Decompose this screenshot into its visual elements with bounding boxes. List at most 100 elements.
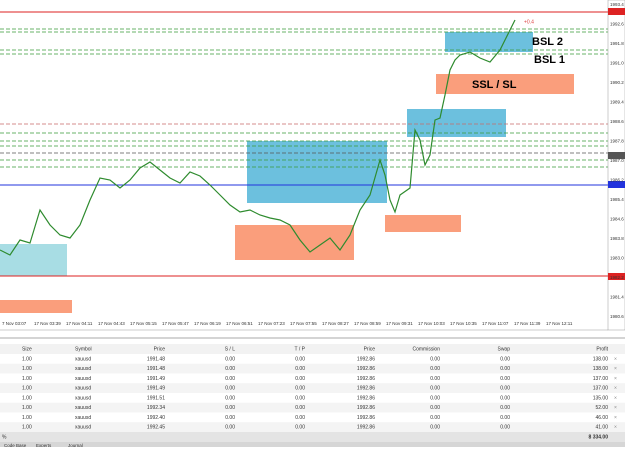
zone	[235, 225, 354, 260]
cell: xauusd	[75, 405, 91, 411]
cell: 0.00	[500, 386, 510, 392]
cell: 0.00	[225, 395, 235, 401]
time-label: 17 Nov 11:39	[514, 321, 541, 326]
cell: 0.00	[500, 366, 510, 372]
time-label: 17 Nov 05:47	[162, 321, 189, 326]
cell: 0.00	[430, 376, 440, 382]
price-label: 1981.4	[610, 295, 624, 300]
row-bg	[0, 422, 625, 432]
annotation: BSL 1	[534, 54, 565, 66]
zone	[0, 300, 72, 313]
cell: 1.00	[22, 386, 32, 392]
column-header: Price	[154, 346, 166, 352]
annotation: SSL / SL	[472, 79, 517, 91]
row-bg	[0, 363, 625, 374]
price-label: 1991.8	[610, 41, 624, 46]
close-button[interactable]: ×	[614, 386, 617, 392]
tab[interactable]: Code Base	[4, 443, 27, 448]
cell: 0.00	[295, 376, 305, 382]
cell: 41.00	[595, 425, 608, 431]
cell: 0.00	[225, 366, 235, 372]
cell: xauusd	[75, 376, 91, 382]
close-button[interactable]: ×	[614, 425, 617, 431]
cell: 0.00	[295, 395, 305, 401]
price-label: 1993.4	[610, 2, 624, 7]
time-label: 17 Nov 07:55	[290, 321, 317, 326]
cell: 0.00	[430, 415, 440, 421]
close-button[interactable]: ×	[614, 376, 617, 382]
zone	[0, 244, 67, 276]
cell: 1991.49	[147, 376, 165, 382]
price-label: 1983.0	[610, 256, 624, 261]
tab[interactable]: Experts	[36, 443, 52, 448]
cell: 52.00	[595, 405, 608, 411]
cell: xauusd	[75, 395, 91, 401]
cell: 0.00	[500, 415, 510, 421]
cell: 1991.49	[147, 386, 165, 392]
cell: 0.00	[500, 356, 510, 362]
cell: 0.00	[225, 415, 235, 421]
cell: 0.00	[295, 356, 305, 362]
column-header: S / L	[225, 346, 236, 352]
cell: 0.00	[225, 376, 235, 382]
close-button[interactable]: ×	[614, 366, 617, 372]
time-label: 17 Nov 03:39	[34, 321, 61, 326]
price-label: 1988.6	[610, 119, 624, 124]
cell: 0.00	[295, 386, 305, 392]
tab[interactable]: Journal	[68, 443, 83, 448]
close-button[interactable]: ×	[614, 405, 617, 411]
price-label: 1987.8	[610, 139, 624, 144]
cell: 137.00	[593, 386, 609, 392]
zone	[385, 215, 461, 232]
row-bg	[0, 402, 625, 413]
close-button[interactable]: ×	[614, 415, 617, 421]
total-profit: 8 334.00	[589, 434, 609, 440]
price-label: 1990.2	[610, 80, 624, 85]
column-header: Commission	[412, 346, 440, 352]
price-label: 1986.2	[610, 178, 624, 183]
column-header: Size	[22, 346, 32, 352]
cell: 1992.34	[147, 405, 165, 411]
price-label: 1989.4	[610, 100, 624, 105]
time-label: 17 Nov 10:35	[450, 321, 477, 326]
cell: 1.00	[22, 425, 32, 431]
row-bg	[0, 383, 625, 393]
cell: 1991.48	[147, 366, 165, 372]
cell: 46.00	[595, 415, 608, 421]
cell: 0.00	[225, 356, 235, 362]
time-label: 17 Nov 06:19	[194, 321, 221, 326]
cell: 0.00	[295, 366, 305, 372]
cell: 0.00	[500, 425, 510, 431]
cell: 0.00	[430, 405, 440, 411]
cell: 1.00	[22, 356, 32, 362]
zone	[407, 109, 506, 137]
cell: 1.00	[22, 366, 32, 372]
cell: 1992.40	[147, 415, 165, 421]
price-tag	[608, 152, 625, 159]
cell: xauusd	[75, 386, 91, 392]
close-button[interactable]: ×	[614, 395, 617, 401]
cell: 138.00	[593, 366, 609, 372]
zone	[445, 32, 533, 52]
cell: xauusd	[75, 425, 91, 431]
cell: 0.00	[500, 376, 510, 382]
time-label: 17 Nov 06:51	[226, 321, 253, 326]
close-button[interactable]: ×	[614, 356, 617, 362]
cell: 0.00	[430, 386, 440, 392]
cell: 0.00	[225, 386, 235, 392]
cell: 0.00	[430, 356, 440, 362]
cell: 1992.45	[147, 425, 165, 431]
price-tag	[608, 273, 625, 280]
price-label: 1982.2	[610, 275, 624, 280]
cell: xauusd	[75, 415, 91, 421]
cell: 1992.86	[357, 376, 375, 382]
levels	[0, 28, 608, 168]
cell: 1992.86	[357, 395, 375, 401]
time-label: 17 Nov 10:03	[418, 321, 445, 326]
cell: 135.00	[593, 395, 609, 401]
price-tag	[608, 181, 625, 188]
cell: 0.00	[295, 415, 305, 421]
price-tag	[608, 8, 625, 15]
column-header: Profit	[596, 346, 608, 352]
